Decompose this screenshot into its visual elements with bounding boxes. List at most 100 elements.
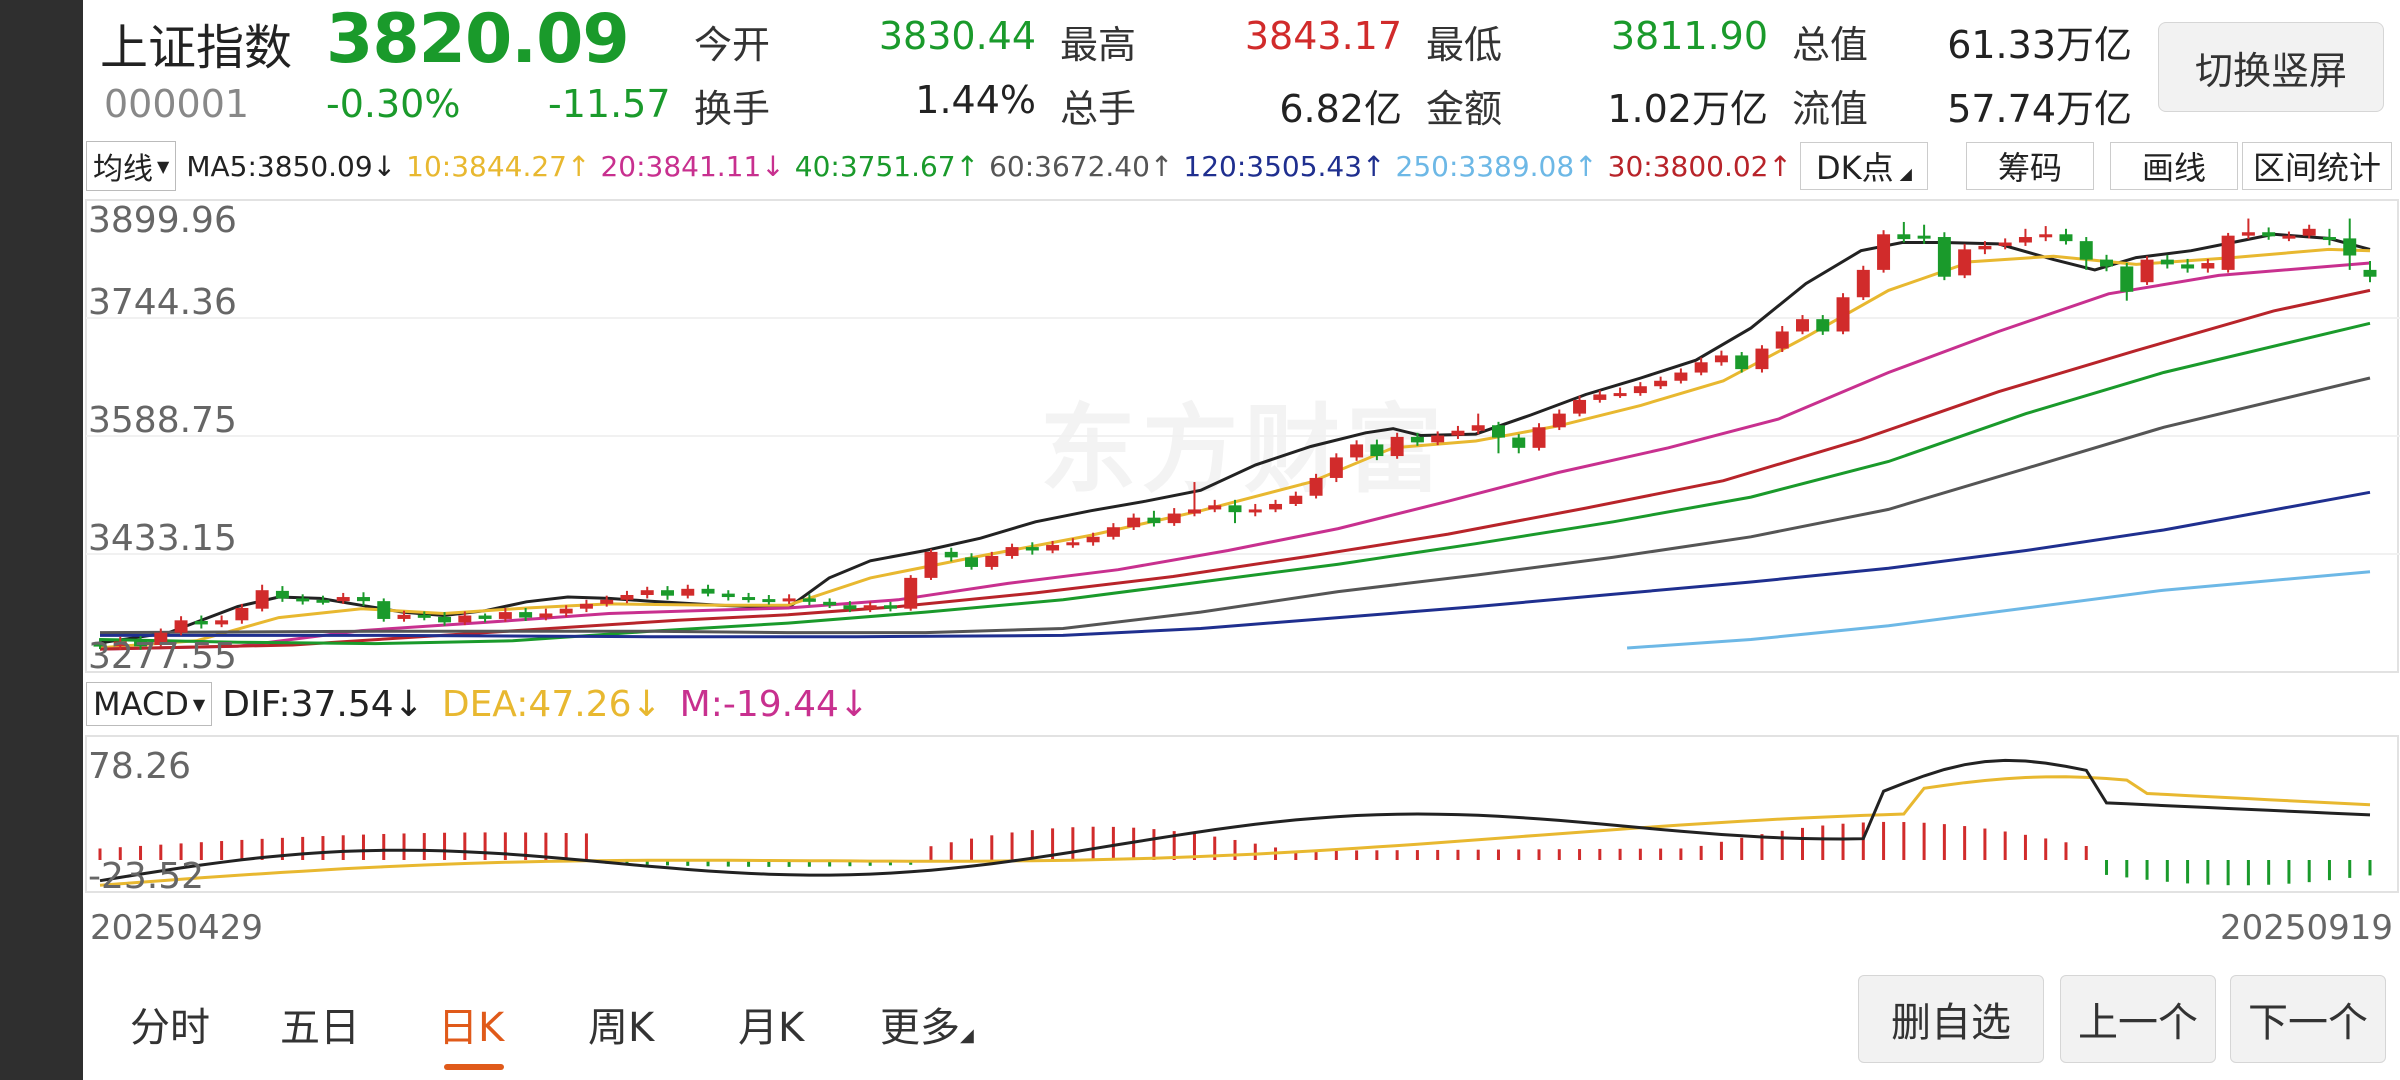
stat-value-float-value: 57.74万亿 [1947, 87, 2132, 131]
macd-selector[interactable]: MACD ▼ [86, 682, 213, 726]
candle-body [1674, 372, 1688, 381]
candle-body [1856, 269, 1870, 298]
candle-body [965, 557, 979, 567]
candle-body [1289, 495, 1303, 504]
candle-body [1978, 245, 1992, 250]
ma-line-ma60 [99, 376, 2371, 635]
candle-body [1086, 536, 1100, 543]
index-price: 3820.09 [326, 0, 630, 79]
candle-body [215, 620, 229, 625]
stat-label-amount: 金额 [1426, 87, 1503, 131]
candle-body [478, 615, 492, 619]
candle-body [1025, 547, 1039, 551]
candle-body [1897, 234, 1911, 240]
candle-body [1694, 362, 1708, 373]
candle-body [944, 551, 958, 558]
candle-body [1917, 235, 1931, 239]
candle-body [275, 590, 289, 599]
candle-body [661, 590, 674, 596]
candle-body [2039, 234, 2053, 238]
tab-daily-k[interactable]: 日K [438, 1005, 505, 1051]
candle-body [782, 598, 796, 602]
macd-dea-line [99, 775, 2371, 887]
candle-body [539, 613, 553, 618]
candle-body [255, 590, 269, 609]
start-date-label: 20250429 [90, 908, 264, 948]
ma-line-ma10 [99, 247, 2371, 650]
macd-y-tick-label: -23.52 [88, 856, 205, 897]
tab-intraday[interactable]: 分时 [130, 1005, 210, 1051]
candle-body [2140, 259, 2154, 283]
ma-line-ma20 [99, 261, 2371, 651]
next-button[interactable]: 下一个 [2230, 975, 2386, 1063]
candle-body [1796, 319, 1809, 332]
dropdown-arrow-icon: ▼ [157, 156, 170, 176]
candle-body [1755, 348, 1769, 370]
candle-body [1532, 427, 1546, 448]
candle-body [2363, 269, 2377, 277]
candle-body [2100, 259, 2114, 267]
tab-weekly-k[interactable]: 周K [588, 1005, 655, 1051]
y-tick-label: 3588.75 [88, 400, 237, 441]
candle-body [843, 605, 857, 610]
chip-distribution-button[interactable]: 筹码 [1966, 142, 2094, 190]
stat-value-turnover: 1.44% [915, 78, 1036, 122]
candle-body [498, 612, 512, 619]
candle-body [762, 599, 776, 603]
candle-body [1471, 425, 1485, 431]
candle-body [1573, 399, 1587, 414]
remove-watchlist-button[interactable]: 删自选 [1858, 975, 2044, 1063]
change-percent: -0.30% [326, 82, 461, 126]
candle-body [1005, 547, 1019, 556]
ma-value-30: 30:3800.02↑ [1607, 149, 1792, 183]
candle-body [1958, 249, 1972, 276]
candle-body [2160, 259, 2174, 265]
tab-more[interactable]: 更多◢ [880, 995, 974, 1053]
candle-body [1187, 509, 1201, 514]
candle-body [1147, 517, 1161, 524]
candle-body [802, 598, 816, 602]
draw-line-button[interactable]: 画线 [2110, 142, 2238, 190]
candle-body [1633, 386, 1647, 394]
candle-body [296, 598, 310, 602]
candle-body [924, 551, 938, 578]
candle-body [1836, 297, 1850, 332]
tab-five-day[interactable]: 五日 [280, 1005, 360, 1051]
candle-body [1431, 435, 1445, 443]
candle-body [721, 593, 735, 598]
candle-body [1329, 457, 1343, 478]
candle-body [620, 594, 634, 600]
candle-body [1937, 237, 1951, 277]
candle-body [1269, 503, 1283, 510]
range-stats-button[interactable]: 区间统计 [2242, 142, 2392, 190]
dk-point-button[interactable]: DK点 ◢ [1800, 142, 1928, 190]
candle-body [579, 603, 593, 609]
candle-body [1248, 509, 1262, 513]
candle-body [1816, 319, 1830, 332]
ma-value-5: MA5:3850.09↓ [186, 149, 397, 183]
candle-body [1593, 394, 1607, 400]
stat-label-low: 最低 [1426, 23, 1503, 67]
candle-body [235, 607, 249, 621]
candle-body [823, 601, 837, 606]
candle-body [559, 608, 573, 614]
stat-value-volume: 6.82亿 [1279, 87, 1402, 131]
candle-body [742, 597, 756, 601]
y-tick-label: 3899.96 [88, 200, 237, 241]
candle-body [1552, 413, 1566, 428]
tab-more-label: 更多 [880, 1005, 960, 1051]
candle-body [356, 597, 370, 602]
candle-body [377, 601, 391, 619]
ma-selector[interactable]: 均线 ▼ [86, 141, 177, 191]
previous-button[interactable]: 上一个 [2060, 975, 2216, 1063]
switch-portrait-button[interactable]: 切换竖屏 [2158, 22, 2384, 112]
ma-line-ma250 [1626, 570, 2371, 650]
candle-body [985, 555, 999, 567]
dropdown-arrow-icon: ▼ [192, 694, 206, 714]
tab-monthly-k[interactable]: 月K [738, 1005, 805, 1051]
ma-line-ma40 [99, 321, 2371, 646]
macd-dif-line [99, 758, 2371, 883]
macd-m-value: M:-19.44↓ [679, 683, 870, 725]
